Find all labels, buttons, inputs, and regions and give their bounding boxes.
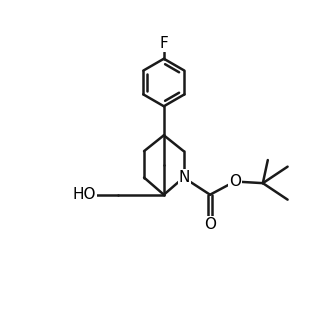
Text: O: O <box>229 174 241 189</box>
Text: HO: HO <box>73 187 96 202</box>
Text: O: O <box>204 217 216 232</box>
Text: F: F <box>160 36 168 51</box>
Text: N: N <box>179 170 190 185</box>
